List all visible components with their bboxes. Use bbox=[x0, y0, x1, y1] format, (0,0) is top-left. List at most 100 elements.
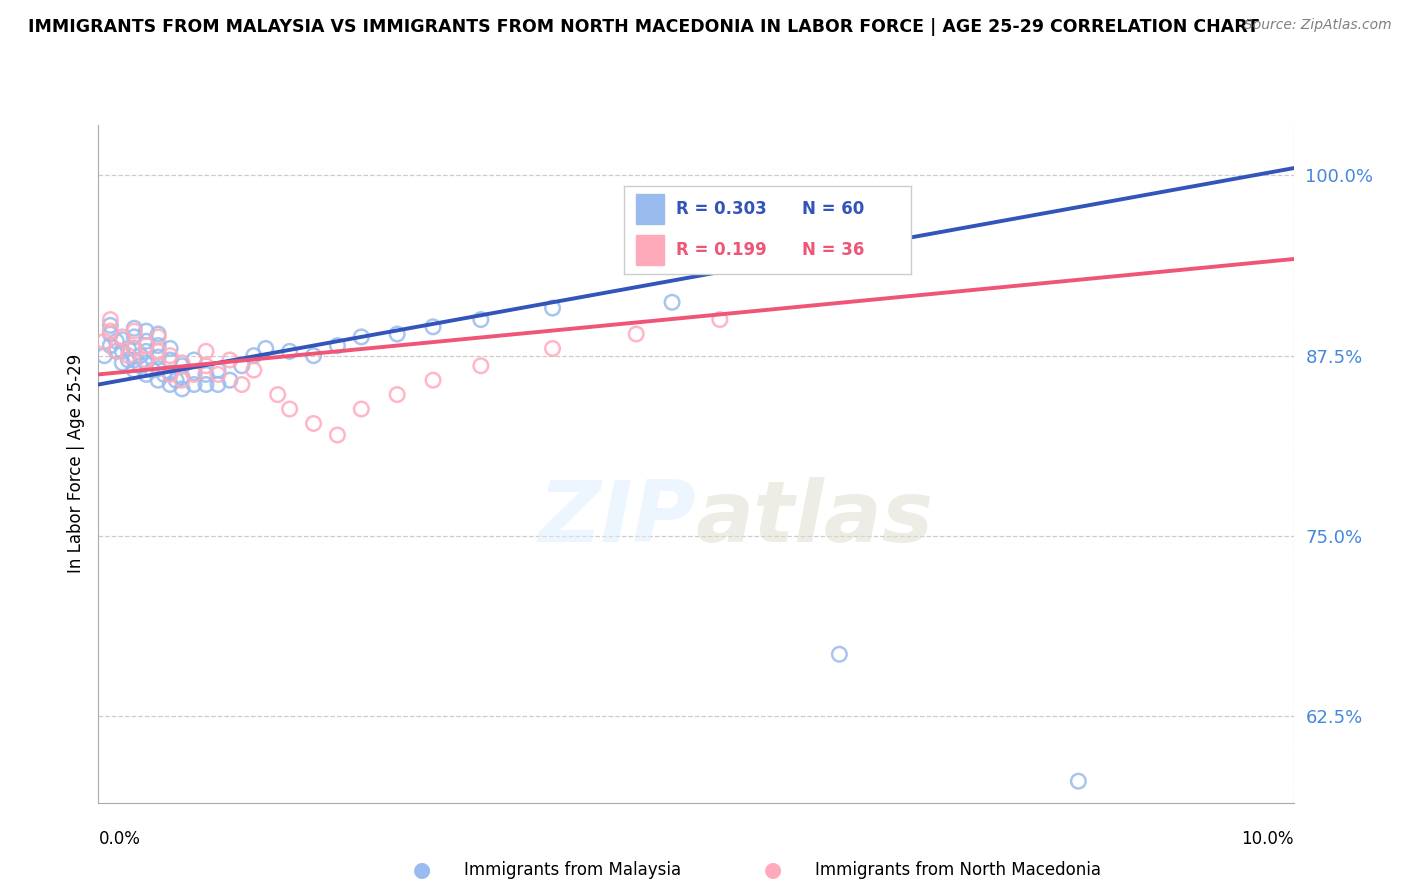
Point bbox=[148, 350, 170, 364]
Point bbox=[326, 338, 349, 352]
Point bbox=[148, 344, 170, 359]
Point bbox=[183, 377, 205, 392]
Point bbox=[117, 353, 139, 368]
Point bbox=[183, 353, 205, 368]
Point bbox=[98, 338, 122, 352]
Point bbox=[135, 338, 157, 352]
Point bbox=[385, 326, 409, 341]
Point bbox=[350, 330, 373, 344]
Point bbox=[124, 342, 146, 356]
Point bbox=[98, 312, 122, 326]
Point bbox=[183, 366, 205, 380]
Point bbox=[148, 338, 170, 352]
Point bbox=[326, 428, 349, 442]
Point bbox=[111, 356, 134, 370]
Point bbox=[207, 363, 229, 377]
Point bbox=[135, 324, 157, 338]
Text: Source: ZipAtlas.com: Source: ZipAtlas.com bbox=[1244, 18, 1392, 32]
Point bbox=[422, 319, 444, 334]
Text: N = 36: N = 36 bbox=[801, 241, 865, 260]
Point bbox=[159, 353, 181, 368]
Text: R = 0.199: R = 0.199 bbox=[676, 241, 766, 260]
Point bbox=[135, 356, 157, 370]
Point bbox=[135, 344, 157, 359]
Point bbox=[159, 366, 181, 380]
Point bbox=[135, 368, 157, 382]
Point bbox=[267, 387, 290, 401]
Point bbox=[148, 326, 170, 341]
Point bbox=[183, 368, 205, 382]
Text: ●: ● bbox=[413, 860, 430, 880]
Point bbox=[219, 353, 242, 368]
Point bbox=[709, 312, 731, 326]
Point bbox=[470, 359, 492, 373]
Point bbox=[159, 349, 181, 363]
Point bbox=[111, 344, 134, 359]
Point bbox=[231, 359, 253, 373]
Point bbox=[105, 334, 128, 349]
Point bbox=[124, 321, 146, 335]
Point bbox=[159, 368, 181, 382]
Point bbox=[135, 353, 157, 368]
Text: R = 0.303: R = 0.303 bbox=[676, 200, 766, 218]
Point bbox=[105, 344, 128, 359]
Text: Immigrants from North Macedonia: Immigrants from North Macedonia bbox=[815, 861, 1101, 879]
Point bbox=[93, 334, 115, 349]
Point bbox=[159, 342, 181, 356]
Point bbox=[194, 359, 218, 373]
Point bbox=[385, 387, 409, 401]
Point bbox=[350, 402, 373, 417]
Point bbox=[194, 344, 218, 359]
Point bbox=[243, 349, 266, 363]
Point bbox=[624, 326, 647, 341]
Point bbox=[117, 342, 139, 356]
Point bbox=[124, 324, 146, 338]
Point bbox=[207, 377, 229, 392]
Point bbox=[98, 318, 122, 333]
Point bbox=[148, 359, 170, 373]
Point bbox=[117, 349, 139, 363]
Point bbox=[302, 417, 325, 431]
Point bbox=[422, 373, 444, 387]
Point bbox=[165, 373, 187, 387]
Point bbox=[302, 349, 325, 363]
Point bbox=[243, 363, 266, 377]
Point bbox=[194, 368, 218, 382]
Point bbox=[172, 373, 194, 387]
Text: ZIP: ZIP bbox=[538, 476, 696, 559]
Point bbox=[194, 377, 218, 392]
Y-axis label: In Labor Force | Age 25-29: In Labor Force | Age 25-29 bbox=[66, 354, 84, 574]
Text: ●: ● bbox=[765, 860, 782, 880]
Point bbox=[661, 295, 683, 310]
Point bbox=[93, 349, 115, 363]
Text: IMMIGRANTS FROM MALAYSIA VS IMMIGRANTS FROM NORTH MACEDONIA IN LABOR FORCE | AGE: IMMIGRANTS FROM MALAYSIA VS IMMIGRANTS F… bbox=[28, 18, 1258, 36]
Point bbox=[105, 344, 128, 359]
Point bbox=[111, 330, 134, 344]
Point bbox=[278, 402, 301, 417]
Text: 10.0%: 10.0% bbox=[1241, 830, 1294, 848]
Point bbox=[148, 330, 170, 344]
Bar bbox=[636, 235, 665, 265]
Point bbox=[219, 373, 242, 387]
Point bbox=[207, 368, 229, 382]
Point bbox=[470, 312, 492, 326]
Point bbox=[231, 377, 253, 392]
Point bbox=[141, 363, 163, 377]
Point bbox=[124, 353, 146, 368]
Point bbox=[148, 361, 170, 376]
Point bbox=[828, 647, 851, 661]
Point bbox=[129, 349, 152, 363]
Point bbox=[129, 359, 152, 373]
Point bbox=[124, 342, 146, 356]
Point bbox=[254, 342, 277, 356]
Point bbox=[98, 326, 122, 341]
Point bbox=[135, 334, 157, 349]
Point bbox=[278, 344, 301, 359]
Point bbox=[172, 356, 194, 370]
Point bbox=[541, 342, 564, 356]
Point bbox=[111, 333, 134, 347]
Text: Immigrants from Malaysia: Immigrants from Malaysia bbox=[464, 861, 681, 879]
Text: 0.0%: 0.0% bbox=[98, 830, 141, 848]
Text: N = 60: N = 60 bbox=[801, 200, 865, 218]
Point bbox=[148, 373, 170, 387]
